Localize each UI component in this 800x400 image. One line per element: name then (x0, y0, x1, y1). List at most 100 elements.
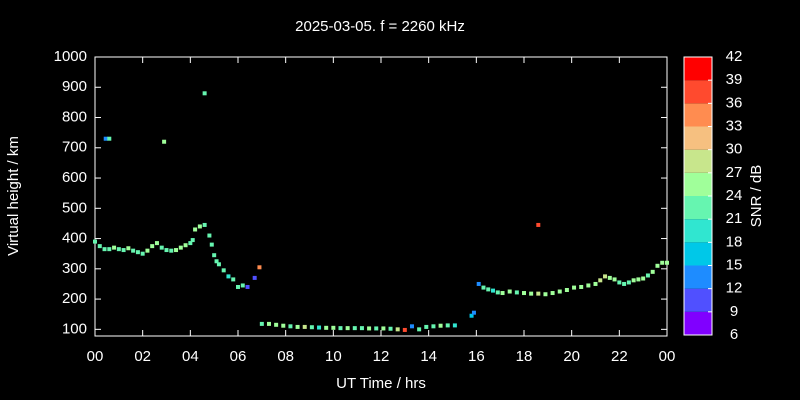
point (367, 326, 372, 331)
y-tick-label: 300 (62, 260, 87, 277)
point (660, 260, 665, 265)
y-tick-label: 200 (62, 290, 87, 307)
colorbar-bin (684, 219, 712, 243)
point (169, 248, 174, 253)
point (338, 326, 343, 331)
colorbar-tick-label: 36 (726, 94, 743, 111)
x-tick-label: 14 (420, 348, 437, 365)
point (352, 326, 357, 331)
colorbar-tick-label: 30 (726, 141, 743, 158)
point (481, 285, 486, 290)
point (93, 239, 97, 244)
point (536, 291, 541, 296)
point (107, 247, 112, 252)
chart-title: 2025-03-05. f = 2260 kHz (295, 18, 465, 35)
x-tick-label: 12 (373, 348, 390, 365)
y-tick-label: 400 (62, 230, 87, 247)
point (409, 324, 414, 329)
point (259, 321, 264, 326)
colorbar-tick-label: 12 (726, 280, 743, 297)
point (359, 326, 364, 331)
x-tick-label: 18 (516, 348, 533, 365)
point (402, 327, 407, 332)
point (550, 291, 555, 296)
colorbar-tick-label: 24 (726, 187, 743, 204)
y-tick-label: 600 (62, 169, 87, 186)
point (438, 323, 443, 328)
point (345, 326, 350, 331)
point (197, 224, 202, 229)
x-axis-label: UT Time / hrs (336, 375, 426, 392)
point (507, 289, 512, 294)
colorbar-tick-label: 18 (726, 233, 743, 250)
colorbar-tick-label: 33 (726, 117, 743, 134)
point (324, 325, 329, 330)
colorbar-bin (684, 57, 712, 81)
point (417, 327, 422, 332)
point (381, 326, 386, 331)
x-tick-label: 06 (230, 348, 247, 365)
point (212, 253, 217, 258)
point (154, 241, 159, 246)
point (331, 325, 336, 330)
point (226, 274, 231, 279)
colorbar-bin (684, 196, 712, 220)
point (374, 326, 379, 331)
point (174, 248, 179, 253)
point (274, 322, 279, 327)
point (188, 241, 193, 246)
point (445, 323, 450, 328)
colorbar-bin (684, 288, 712, 312)
point (126, 246, 131, 251)
x-tick-label: 08 (277, 348, 294, 365)
x-tick-label: 22 (611, 348, 628, 365)
point (97, 244, 102, 249)
point (471, 310, 476, 315)
point (476, 281, 481, 286)
point (135, 250, 140, 255)
point (622, 281, 627, 286)
point (112, 245, 117, 250)
point (102, 247, 107, 252)
point (257, 265, 262, 270)
point (103, 136, 108, 141)
point (131, 248, 136, 253)
point (295, 324, 300, 329)
point (431, 324, 436, 329)
point (193, 227, 198, 232)
point (593, 281, 598, 286)
point (202, 222, 207, 227)
y-tick-label: 500 (62, 199, 87, 216)
point (665, 260, 669, 265)
point (281, 323, 286, 328)
point (145, 248, 150, 253)
point (150, 244, 155, 249)
point (655, 263, 660, 268)
point (216, 262, 221, 267)
point (424, 324, 429, 329)
point (572, 285, 577, 290)
colorbar-bin (684, 265, 712, 289)
point (121, 248, 126, 253)
point (598, 278, 603, 283)
point (491, 288, 496, 293)
y-tick-label: 900 (62, 78, 87, 95)
point (514, 290, 519, 295)
point (266, 321, 271, 326)
colorbar-bin (684, 172, 712, 196)
y-tick-label: 700 (62, 139, 87, 156)
x-tick-label: 20 (563, 348, 580, 365)
point (579, 284, 584, 289)
point (231, 277, 236, 282)
x-tick-label: 00 (87, 348, 104, 365)
point (543, 292, 548, 297)
colorbar-bin (684, 80, 712, 104)
x-tick-label: 16 (468, 348, 485, 365)
y-tick-label: 100 (62, 320, 87, 337)
point (564, 288, 569, 293)
point (486, 287, 491, 292)
colorbar-bin (684, 311, 712, 335)
point (207, 233, 212, 238)
colorbar-label: SNR / dB (748, 165, 765, 228)
point (178, 245, 183, 250)
